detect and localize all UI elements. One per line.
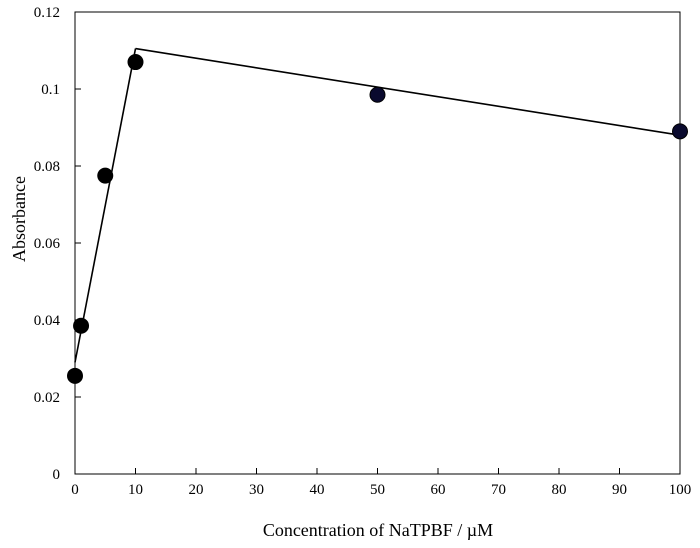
y-tick-label: 0.1 bbox=[41, 82, 60, 98]
x-tick-label: 90 bbox=[612, 482, 627, 498]
fit-line bbox=[74, 48, 137, 363]
x-axis-ticks: 0 10 20 30 40 50 60 70 80 90 100 bbox=[71, 468, 691, 498]
data-point bbox=[97, 167, 114, 184]
y-axis-title: Absorbance bbox=[9, 176, 29, 262]
data-point bbox=[67, 367, 83, 384]
fit-line bbox=[135, 47, 681, 136]
x-tick-label: 70 bbox=[491, 482, 506, 498]
y-tick-label: 0.12 bbox=[34, 5, 60, 21]
y-tick-label: 0.04 bbox=[34, 313, 61, 329]
x-tick-label: 30 bbox=[249, 482, 264, 498]
x-tick-label: 20 bbox=[189, 482, 204, 498]
y-tick-label: 0 bbox=[53, 467, 61, 483]
y-tick-label: 0.06 bbox=[34, 236, 61, 252]
x-tick-label: 0 bbox=[71, 482, 79, 498]
x-tick-label: 100 bbox=[669, 482, 692, 498]
data-point bbox=[672, 123, 688, 140]
plot-frame bbox=[74, 11, 681, 475]
x-tick-label: 60 bbox=[431, 482, 446, 498]
x-tick-label: 80 bbox=[552, 482, 567, 498]
x-tick-label: 40 bbox=[310, 482, 325, 498]
y-tick-label: 0.02 bbox=[34, 390, 60, 406]
plot-area-border bbox=[74, 11, 681, 475]
data-points bbox=[67, 54, 688, 384]
x-tick-label: 10 bbox=[128, 482, 143, 498]
y-axis-ticks: 0 0.02 0.04 0.06 0.08 0.1 0.12 bbox=[34, 5, 81, 483]
fit-lines bbox=[74, 47, 681, 363]
data-point bbox=[127, 54, 144, 71]
data-point bbox=[73, 317, 90, 334]
x-axis-title: Concentration of NaTPBF / µM bbox=[263, 520, 493, 540]
y-tick-label: 0.08 bbox=[34, 159, 60, 175]
x-tick-label: 50 bbox=[370, 482, 385, 498]
data-point bbox=[369, 86, 386, 103]
